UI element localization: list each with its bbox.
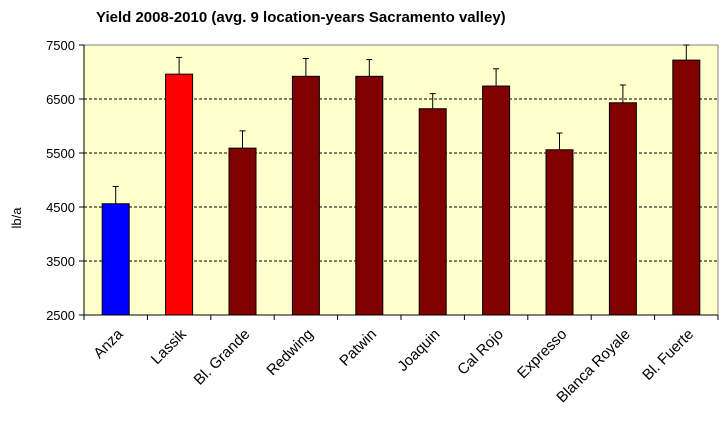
bar-expresso — [545, 149, 574, 316]
bar-redwing — [291, 75, 320, 316]
bar-lassik — [165, 73, 194, 316]
bar-joaquin — [418, 108, 447, 316]
x-category-label: Redwing — [263, 326, 316, 379]
bar-bl-fuerte — [672, 59, 701, 316]
bar-blanca-royale — [608, 102, 637, 316]
y-tick-label: 3500 — [46, 254, 75, 269]
y-axis-ticks: 2500 3500 4500 5500 6500 7500 — [46, 38, 719, 323]
x-category-label: Bl. Fuerte — [639, 326, 697, 384]
y-tick-label: 2500 — [46, 308, 75, 323]
x-category-label: Anza — [90, 325, 127, 362]
x-category-label: Joaquin — [394, 326, 443, 375]
y-tick-label: 5500 — [46, 146, 75, 161]
y-axis-label: lb/a — [9, 207, 24, 229]
y-tick-label: 4500 — [46, 200, 75, 215]
y-tick-label: 6500 — [46, 92, 75, 107]
bar-cal-rojo — [482, 85, 511, 316]
x-axis-labels: Anza Lassik Bl. Grande Redwing Patwin Joaquin… — [90, 325, 697, 406]
chart-title: Yield 2008-2010 (avg. 9 location-years S… — [96, 9, 506, 26]
x-category-label: Lassik — [148, 325, 190, 367]
y-tick-label: 7500 — [46, 38, 75, 53]
bar-anza — [101, 203, 130, 316]
x-category-label: Bl. Grande — [191, 326, 254, 389]
x-category-label: Expresso — [514, 326, 570, 382]
error-bars — [112, 44, 690, 204]
x-category-label: Cal Rojo — [454, 326, 507, 379]
bar-bl-grande — [228, 147, 257, 316]
bars — [101, 59, 701, 316]
bar-patwin — [355, 75, 384, 316]
x-category-label: Patwin — [336, 326, 380, 370]
